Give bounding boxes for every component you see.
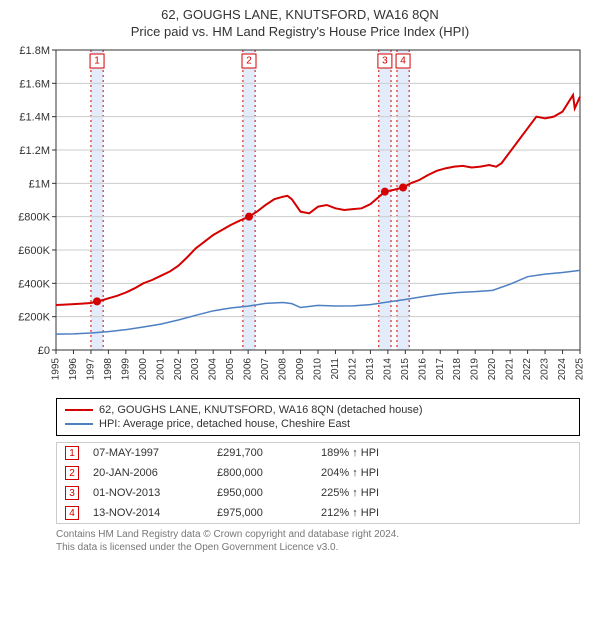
footer-line-2: This data is licensed under the Open Gov… [56,541,580,554]
sale-marker: 2 [65,466,79,480]
svg-text:2006: 2006 [243,358,254,381]
svg-text:2003: 2003 [190,358,201,381]
sale-marker: 1 [65,446,79,460]
svg-text:2018: 2018 [452,358,463,381]
sale-price: £291,700 [217,447,307,459]
svg-text:£1M: £1M [29,178,50,190]
sale-pct-vs-hpi: 212% ↑ HPI [321,507,571,519]
sale-row: 4 13-NOV-2014 £975,000 212% ↑ HPI [57,503,579,523]
svg-text:2007: 2007 [260,358,271,381]
svg-text:2002: 2002 [173,358,184,381]
svg-text:2000: 2000 [138,358,149,381]
sale-price: £975,000 [217,507,307,519]
svg-text:1997: 1997 [85,358,96,381]
svg-text:2015: 2015 [400,358,411,381]
svg-text:2004: 2004 [208,358,219,381]
svg-text:2019: 2019 [470,358,481,381]
svg-text:2022: 2022 [522,358,533,381]
sale-row: 2 20-JAN-2006 £800,000 204% ↑ HPI [57,463,579,483]
sale-marker: 4 [65,506,79,520]
legend-item: 62, GOUGHS LANE, KNUTSFORD, WA16 8QN (de… [65,403,571,417]
svg-text:1996: 1996 [68,358,79,381]
legend-label: 62, GOUGHS LANE, KNUTSFORD, WA16 8QN (de… [99,404,423,416]
svg-text:2011: 2011 [330,358,341,380]
svg-text:2021: 2021 [505,358,516,381]
svg-text:2025: 2025 [575,358,586,381]
sale-pct-vs-hpi: 204% ↑ HPI [321,467,571,479]
svg-text:2008: 2008 [278,358,289,381]
svg-text:£800K: £800K [18,212,50,224]
svg-text:£1.8M: £1.8M [19,45,50,57]
sale-date: 01-NOV-2013 [93,487,203,499]
svg-text:2020: 2020 [487,358,498,381]
svg-text:2010: 2010 [313,358,324,381]
svg-text:2014: 2014 [382,358,393,381]
chart-area: £0 £200K £400K £600K £800K £1M £1.2M £1.4M £1.6M… [10,44,590,392]
svg-text:£1.6M: £1.6M [19,78,50,90]
svg-text:3: 3 [382,56,388,67]
svg-text:£1.2M: £1.2M [19,145,50,157]
price-chart-svg: £0 £200K £400K £600K £800K £1M £1.2M £1.4M £1.6M… [10,44,590,392]
legend: 62, GOUGHS LANE, KNUTSFORD, WA16 8QN (de… [56,398,580,436]
svg-text:1995: 1995 [51,358,62,381]
svg-text:2009: 2009 [295,358,306,381]
svg-text:£400K: £400K [18,278,50,290]
svg-text:4: 4 [400,56,406,67]
legend-label: HPI: Average price, detached house, Ches… [99,418,350,430]
svg-text:2005: 2005 [225,358,236,381]
sale-row: 1 07-MAY-1997 £291,700 189% ↑ HPI [57,443,579,463]
svg-text:2023: 2023 [540,358,551,381]
sale-marker: 3 [65,486,79,500]
title-line-2: Price paid vs. HM Land Registry's House … [10,23,590,40]
svg-text:2013: 2013 [365,358,376,381]
footer-line-1: Contains HM Land Registry data © Crown c… [56,528,580,541]
sale-pct-vs-hpi: 225% ↑ HPI [321,487,571,499]
svg-text:2024: 2024 [557,358,568,381]
legend-swatch [65,423,93,425]
svg-text:1: 1 [94,56,100,67]
sale-pct-vs-hpi: 189% ↑ HPI [321,447,571,459]
legend-item: HPI: Average price, detached house, Ches… [65,417,571,431]
sale-row: 3 01-NOV-2013 £950,000 225% ↑ HPI [57,483,579,503]
title-line-1: 62, GOUGHS LANE, KNUTSFORD, WA16 8QN [10,6,590,23]
sale-price: £950,000 [217,487,307,499]
svg-text:2017: 2017 [435,358,446,381]
sale-date: 13-NOV-2014 [93,507,203,519]
svg-text:£1.4M: £1.4M [19,112,50,124]
legend-swatch [65,409,93,411]
svg-text:£600K: £600K [18,245,50,257]
svg-text:£0: £0 [38,345,50,357]
sales-table: 1 07-MAY-1997 £291,700 189% ↑ HPI 2 20-JAN-20… [56,442,580,524]
svg-text:2012: 2012 [347,358,358,381]
svg-text:1998: 1998 [103,358,114,381]
footer-attribution: Contains HM Land Registry data © Crown c… [56,528,580,554]
sale-date: 07-MAY-1997 [93,447,203,459]
chart-title: 62, GOUGHS LANE, KNUTSFORD, WA16 8QN Pri… [10,6,590,40]
svg-text:2001: 2001 [155,358,166,381]
svg-text:1999: 1999 [120,358,131,381]
svg-text:£200K: £200K [18,312,50,324]
sale-price: £800,000 [217,467,307,479]
sale-date: 20-JAN-2006 [93,467,203,479]
svg-text:2016: 2016 [417,358,428,381]
svg-text:2: 2 [246,56,252,67]
